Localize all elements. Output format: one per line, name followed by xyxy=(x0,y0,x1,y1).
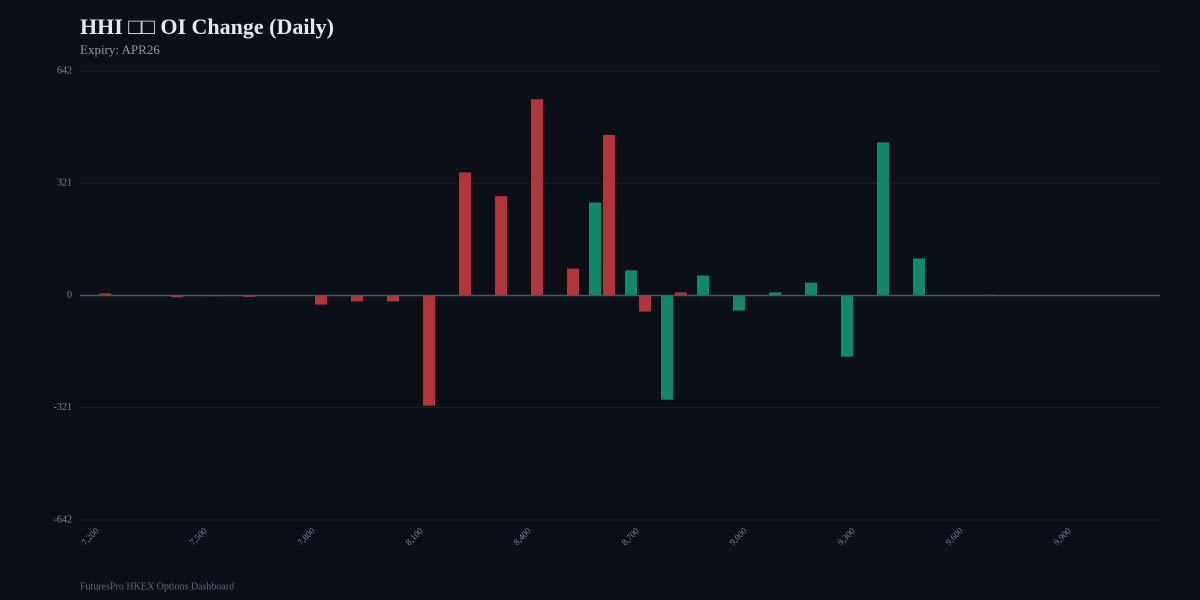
bar xyxy=(697,275,709,296)
y-tick-label: 642 xyxy=(57,65,72,76)
bar xyxy=(841,295,853,357)
bar xyxy=(675,292,687,296)
bar xyxy=(315,295,327,305)
bar xyxy=(495,196,507,296)
y-tick-label: -642 xyxy=(54,514,72,525)
chart-subtitle: Expiry: APR26 xyxy=(80,42,160,57)
bar xyxy=(805,282,817,296)
bar xyxy=(603,134,615,296)
bar xyxy=(387,295,399,302)
bar xyxy=(733,295,745,311)
bar xyxy=(423,295,435,406)
bar xyxy=(171,295,183,298)
bar xyxy=(661,295,673,400)
bar xyxy=(99,293,111,296)
bar xyxy=(913,258,925,296)
y-tick-label: 321 xyxy=(57,178,72,189)
bar xyxy=(589,202,601,296)
footer: FuturesPro HKEX Options Dashboard xyxy=(80,581,234,592)
bar xyxy=(567,268,579,296)
bar xyxy=(625,270,637,296)
bar xyxy=(459,172,471,296)
y-tick-label: 0 xyxy=(67,290,72,301)
bar xyxy=(531,99,543,296)
bar xyxy=(639,295,651,312)
chart-title: HHI □□ OI Change (Daily) xyxy=(80,14,334,39)
bar xyxy=(877,142,889,296)
y-tick-label: -321 xyxy=(54,402,72,413)
bar xyxy=(351,295,363,302)
bar xyxy=(769,292,781,296)
